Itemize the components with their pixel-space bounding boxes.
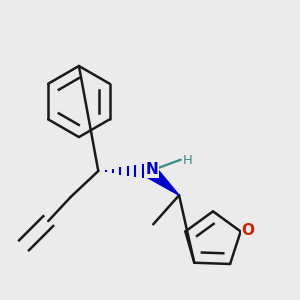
Polygon shape [146, 166, 179, 195]
Text: O: O [242, 223, 255, 238]
Text: N: N [145, 162, 158, 177]
Text: H: H [183, 154, 193, 167]
